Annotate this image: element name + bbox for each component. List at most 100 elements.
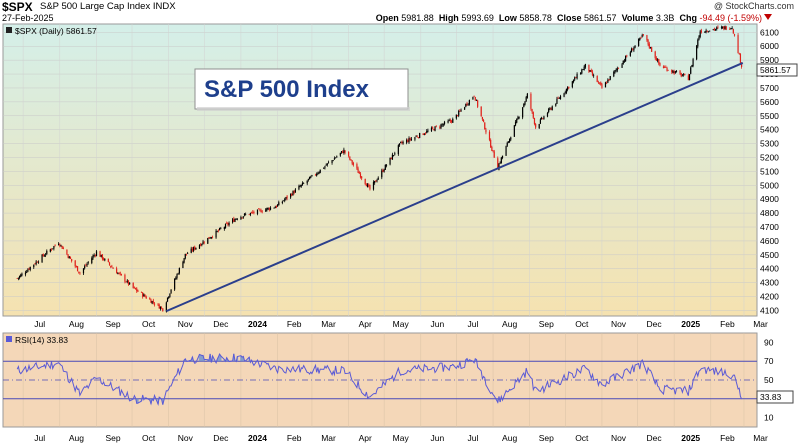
- price-candle-body: [290, 193, 292, 198]
- price-candle-body: [331, 160, 333, 164]
- price-candle-body: [301, 182, 304, 185]
- price-candle-body: [37, 261, 40, 263]
- price-candle-body: [423, 134, 425, 135]
- price-candle-body: [185, 253, 188, 255]
- price-candle-body: [368, 184, 370, 186]
- price-candle-body: [609, 76, 611, 80]
- price-candle-body: [182, 262, 184, 269]
- price-candle-body: [722, 26, 724, 28]
- price-candle-body: [493, 151, 495, 158]
- price-candle-body: [248, 214, 250, 215]
- price-candle-body: [516, 119, 518, 123]
- price-candle-body: [17, 277, 19, 279]
- chart-header: $SPX S&P 500 Large Cap Index INDX 27-Feb…: [0, 0, 798, 24]
- price-candle-body: [110, 265, 112, 267]
- price-y-tick-label: 5600: [760, 97, 779, 107]
- price-candle-body: [177, 273, 179, 275]
- price-candle-body: [292, 190, 294, 196]
- price-candle-body: [60, 245, 62, 246]
- price-candle-body: [358, 172, 360, 174]
- price-candle-body: [93, 255, 95, 256]
- price-candle-body: [588, 64, 590, 72]
- price-candle-body: [713, 28, 715, 30]
- price-candle-body: [568, 86, 570, 88]
- rsi-x-tick-label: Oct: [142, 433, 156, 443]
- rsi-x-tick-label: Feb: [720, 433, 735, 443]
- price-candle-body: [563, 93, 565, 97]
- price-candle-body: [35, 261, 37, 265]
- price-candle-body: [344, 150, 346, 153]
- trendline[interactable]: [165, 62, 744, 313]
- rsi-line[interactable]: [16, 353, 743, 407]
- last-price-value: 5861.57: [760, 65, 791, 75]
- price-candle-body: [714, 29, 717, 30]
- price-candle-body: [16, 278, 18, 279]
- price-candle-body: [278, 202, 280, 206]
- price-candle-body: [460, 109, 462, 111]
- price-candle-body: [260, 210, 262, 213]
- price-candle-body: [582, 69, 584, 71]
- rsi-x-tick-label: Jun: [431, 433, 445, 443]
- price-candle-body: [659, 62, 661, 66]
- price-candle-body: [377, 177, 379, 180]
- price-candle-body: [381, 170, 383, 178]
- price-candle-body: [277, 204, 279, 207]
- price-candle-body: [178, 267, 180, 274]
- price-y-tick-label: 5400: [760, 125, 779, 135]
- rsi-x-tick-label: 2024: [248, 433, 267, 443]
- price-candle-body: [684, 73, 686, 75]
- price-candle-body: [24, 272, 27, 275]
- price-candle-body: [314, 174, 317, 176]
- price-candle-body: [432, 127, 434, 129]
- price-candle-body: [87, 262, 89, 264]
- price-candle-body: [633, 47, 635, 51]
- price-candle-body: [208, 236, 210, 239]
- annotation-box: S&P 500 Index: [194, 68, 410, 111]
- price-candle-body: [349, 156, 351, 160]
- price-candle-body: [319, 169, 321, 173]
- price-candle-body: [662, 66, 665, 69]
- x-tick-label: Nov: [611, 319, 627, 329]
- price-candle-body: [26, 271, 28, 273]
- price-y-tick-label: 5000: [760, 180, 779, 190]
- x-tick-label: 2024: [248, 319, 267, 329]
- price-y-tick-label: 4400: [760, 264, 779, 274]
- price-candle-body: [439, 126, 441, 128]
- price-candle-body: [654, 51, 656, 59]
- price-candle-body: [41, 254, 43, 263]
- price-candle-body: [720, 27, 723, 28]
- symbol[interactable]: $SPX: [2, 0, 33, 14]
- price-candle-body: [273, 207, 275, 209]
- price-candle-body: [323, 168, 325, 169]
- price-candle-body: [136, 288, 138, 292]
- price-y-tick-label: 5100: [760, 166, 779, 176]
- price-candle-body: [166, 297, 169, 302]
- price-candle-body: [211, 236, 214, 238]
- x-tick-label: May: [393, 319, 410, 329]
- price-candle-body: [591, 71, 594, 76]
- price-candle-body: [34, 263, 36, 265]
- x-tick-label: Aug: [502, 319, 517, 329]
- price-candle-body: [285, 197, 287, 199]
- price-candle-body: [317, 173, 319, 174]
- price-candle-body: [200, 244, 202, 246]
- price-candle-body: [228, 222, 230, 226]
- low-label: Low: [498, 13, 517, 23]
- price-candle-body: [532, 112, 534, 118]
- price-candle-body: [175, 277, 177, 280]
- price-candle-body: [253, 211, 255, 213]
- price-candle-body: [152, 300, 154, 303]
- price-candle-body: [622, 60, 624, 64]
- rsi-y-tick-label: 70: [764, 356, 774, 366]
- price-candle-body: [717, 26, 719, 28]
- price-candle-body: [741, 62, 743, 67]
- price-candle-body: [697, 39, 699, 47]
- stockcharts-credit[interactable]: @ StockCharts.com: [713, 1, 794, 11]
- price-candle-body: [372, 182, 375, 190]
- price-candle-body: [366, 184, 369, 188]
- price-candle-body: [480, 106, 482, 117]
- price-candle-body: [235, 218, 237, 220]
- price-candle-body: [394, 153, 396, 155]
- price-y-tick-label: 5900: [760, 55, 779, 65]
